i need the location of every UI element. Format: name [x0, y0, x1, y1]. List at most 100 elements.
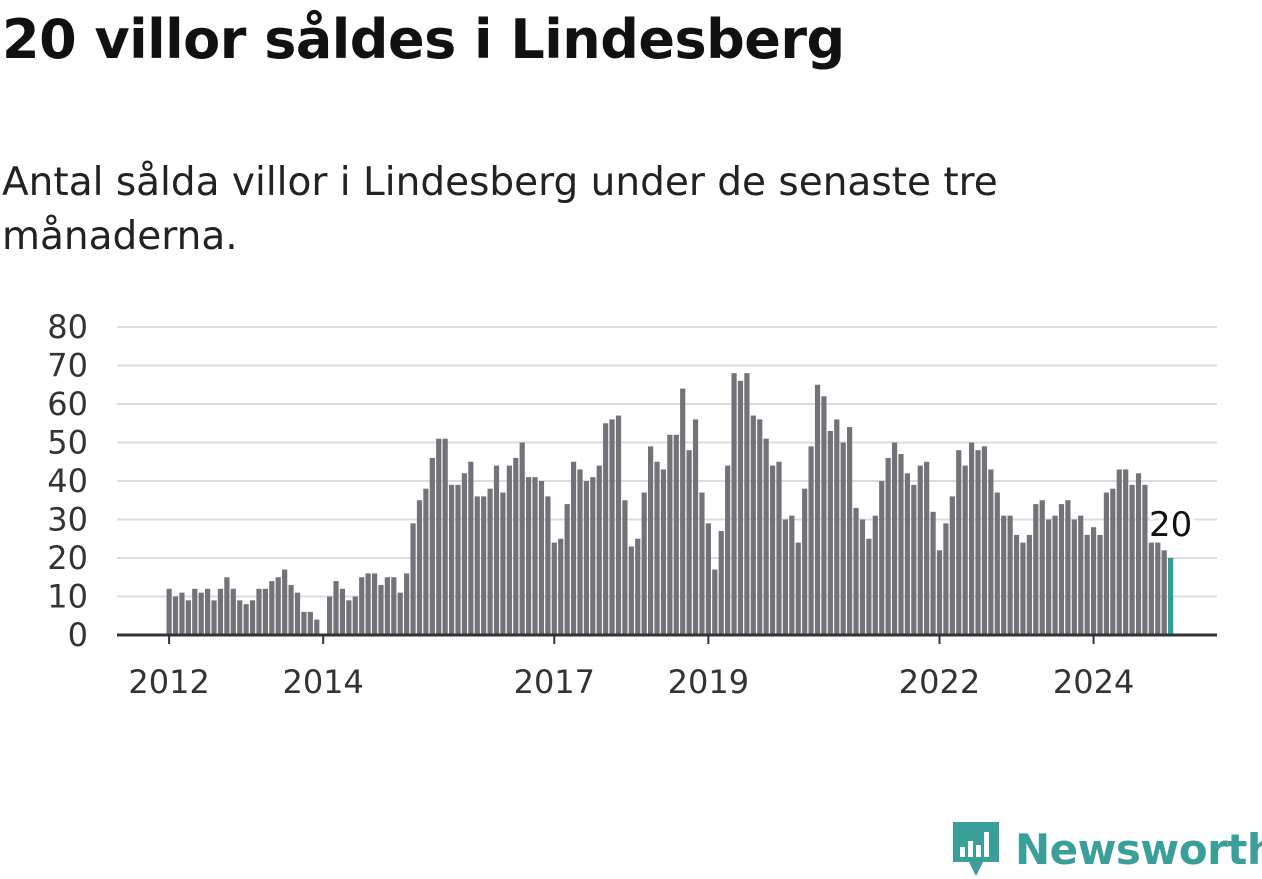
bar [198, 592, 204, 635]
bar [648, 446, 654, 635]
bar [891, 442, 898, 635]
bar [814, 384, 821, 635]
bar [1123, 469, 1129, 635]
bar [545, 496, 551, 635]
bar [975, 450, 981, 635]
bar [526, 477, 532, 635]
bar [538, 481, 545, 635]
bar [1007, 515, 1013, 635]
bar [904, 473, 910, 635]
bar [673, 434, 679, 635]
bar [423, 488, 429, 635]
x-tick-label: 2022 [899, 663, 980, 701]
bar [205, 588, 211, 635]
bar [461, 473, 468, 635]
bar [192, 588, 198, 635]
bar [680, 388, 686, 635]
bar [275, 577, 281, 635]
x-tick-label: 2019 [668, 663, 749, 701]
bar [718, 531, 724, 635]
bar [654, 461, 660, 635]
bar [686, 450, 692, 635]
bar [243, 604, 249, 635]
bar [410, 523, 416, 635]
bar [365, 573, 371, 635]
bar [917, 465, 923, 635]
bar [609, 419, 615, 635]
bar [551, 542, 557, 635]
y-tick-label: 50 [47, 424, 88, 462]
bar [692, 419, 699, 635]
bar [333, 581, 339, 635]
bar [468, 461, 474, 635]
bar [185, 600, 191, 635]
bar [847, 427, 853, 635]
bar [1039, 500, 1045, 635]
y-tick-label: 20 [47, 539, 88, 577]
chart-title: 20 villor såldes i Lindesberg [2, 8, 845, 71]
bar [981, 446, 988, 635]
bar [840, 442, 846, 635]
bar [802, 488, 808, 635]
bar [750, 415, 756, 635]
y-tick-label: 0 [68, 616, 88, 654]
bar [1084, 534, 1090, 635]
bar [763, 438, 769, 635]
bar [936, 550, 943, 635]
bar [1110, 488, 1116, 635]
y-tick-label: 80 [47, 308, 88, 346]
bar [1097, 534, 1103, 635]
bar [1078, 515, 1084, 635]
bar [217, 588, 224, 635]
bar [519, 442, 525, 635]
bar [570, 461, 577, 635]
chart-subtitle: Antal sålda villor i Lindesberg under de… [2, 160, 998, 259]
bar [301, 611, 307, 635]
bar [731, 373, 737, 635]
bar [532, 477, 538, 635]
bar [339, 588, 346, 635]
bar [558, 538, 564, 635]
annotations: 20 [1145, 501, 1196, 549]
bar [327, 596, 333, 635]
bar-highlight [1168, 558, 1174, 635]
bar [969, 442, 975, 635]
bar [898, 454, 904, 635]
bar [307, 611, 313, 635]
brand-name: Newsworthy [1015, 824, 1262, 874]
x-axis [117, 633, 1217, 644]
bar [404, 573, 410, 635]
bar [352, 596, 358, 635]
bar [1052, 515, 1058, 635]
bar [872, 515, 878, 635]
bar [397, 592, 403, 635]
bar [416, 500, 423, 635]
y-tick-label: 60 [47, 385, 88, 423]
bar [1161, 550, 1167, 635]
bar [859, 519, 866, 635]
value-label: 20 [1149, 505, 1192, 545]
bar [1142, 484, 1148, 635]
bar [1001, 515, 1007, 635]
bar [789, 515, 795, 635]
bar [930, 511, 936, 635]
bar [962, 465, 968, 635]
bar [949, 496, 955, 635]
bar [230, 588, 236, 635]
bar [256, 588, 262, 635]
y-tick-label: 40 [47, 462, 88, 500]
bar [1135, 473, 1142, 635]
bar [744, 373, 750, 635]
bar [314, 619, 320, 635]
bar [911, 484, 917, 635]
bar [943, 523, 949, 635]
bar [699, 492, 705, 635]
bar [1103, 492, 1110, 635]
bars [166, 373, 1174, 635]
bar [346, 600, 352, 635]
bar [506, 465, 512, 635]
bar [956, 450, 962, 635]
bar [635, 538, 641, 635]
bar [1065, 500, 1071, 635]
